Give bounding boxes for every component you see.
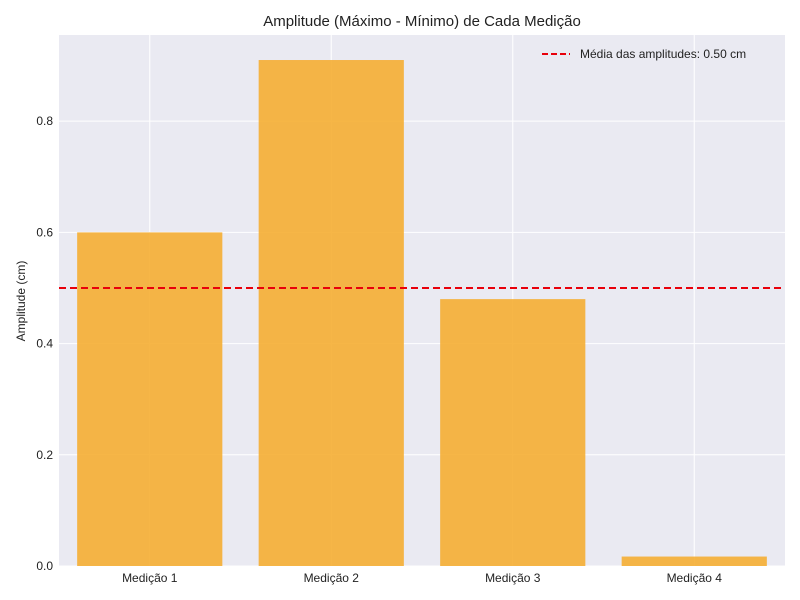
bar <box>258 60 404 567</box>
bar <box>77 232 223 566</box>
bar <box>440 299 586 566</box>
bar <box>621 556 767 566</box>
x-tick-label: Medição 3 <box>485 571 541 585</box>
legend: Média das amplitudes: 0.50 cm <box>542 47 746 61</box>
x-tick-label: Medição 2 <box>304 571 360 585</box>
y-tick-label: 0.6 <box>36 225 53 239</box>
chart-title: Amplitude (Máximo - Mínimo) de Cada Medi… <box>263 13 581 30</box>
legend-mean-line-label: Média das amplitudes: 0.50 cm <box>580 47 746 61</box>
y-tick-label: 0.2 <box>36 448 53 462</box>
y-axis-label: Amplitude (cm) <box>14 261 28 342</box>
y-tick-label: 0.8 <box>36 114 53 128</box>
y-tick-label: 0.4 <box>36 337 53 351</box>
x-axis-ticks: Medição 1 Medição 2 Medição 3 Medição 4 <box>122 571 722 585</box>
y-tick-label: 0.0 <box>36 559 53 573</box>
y-axis-ticks: 0.0 0.2 0.4 0.6 0.8 <box>36 114 53 573</box>
x-tick-label: Medição 4 <box>667 571 723 585</box>
x-tick-label: Medição 1 <box>122 571 178 585</box>
